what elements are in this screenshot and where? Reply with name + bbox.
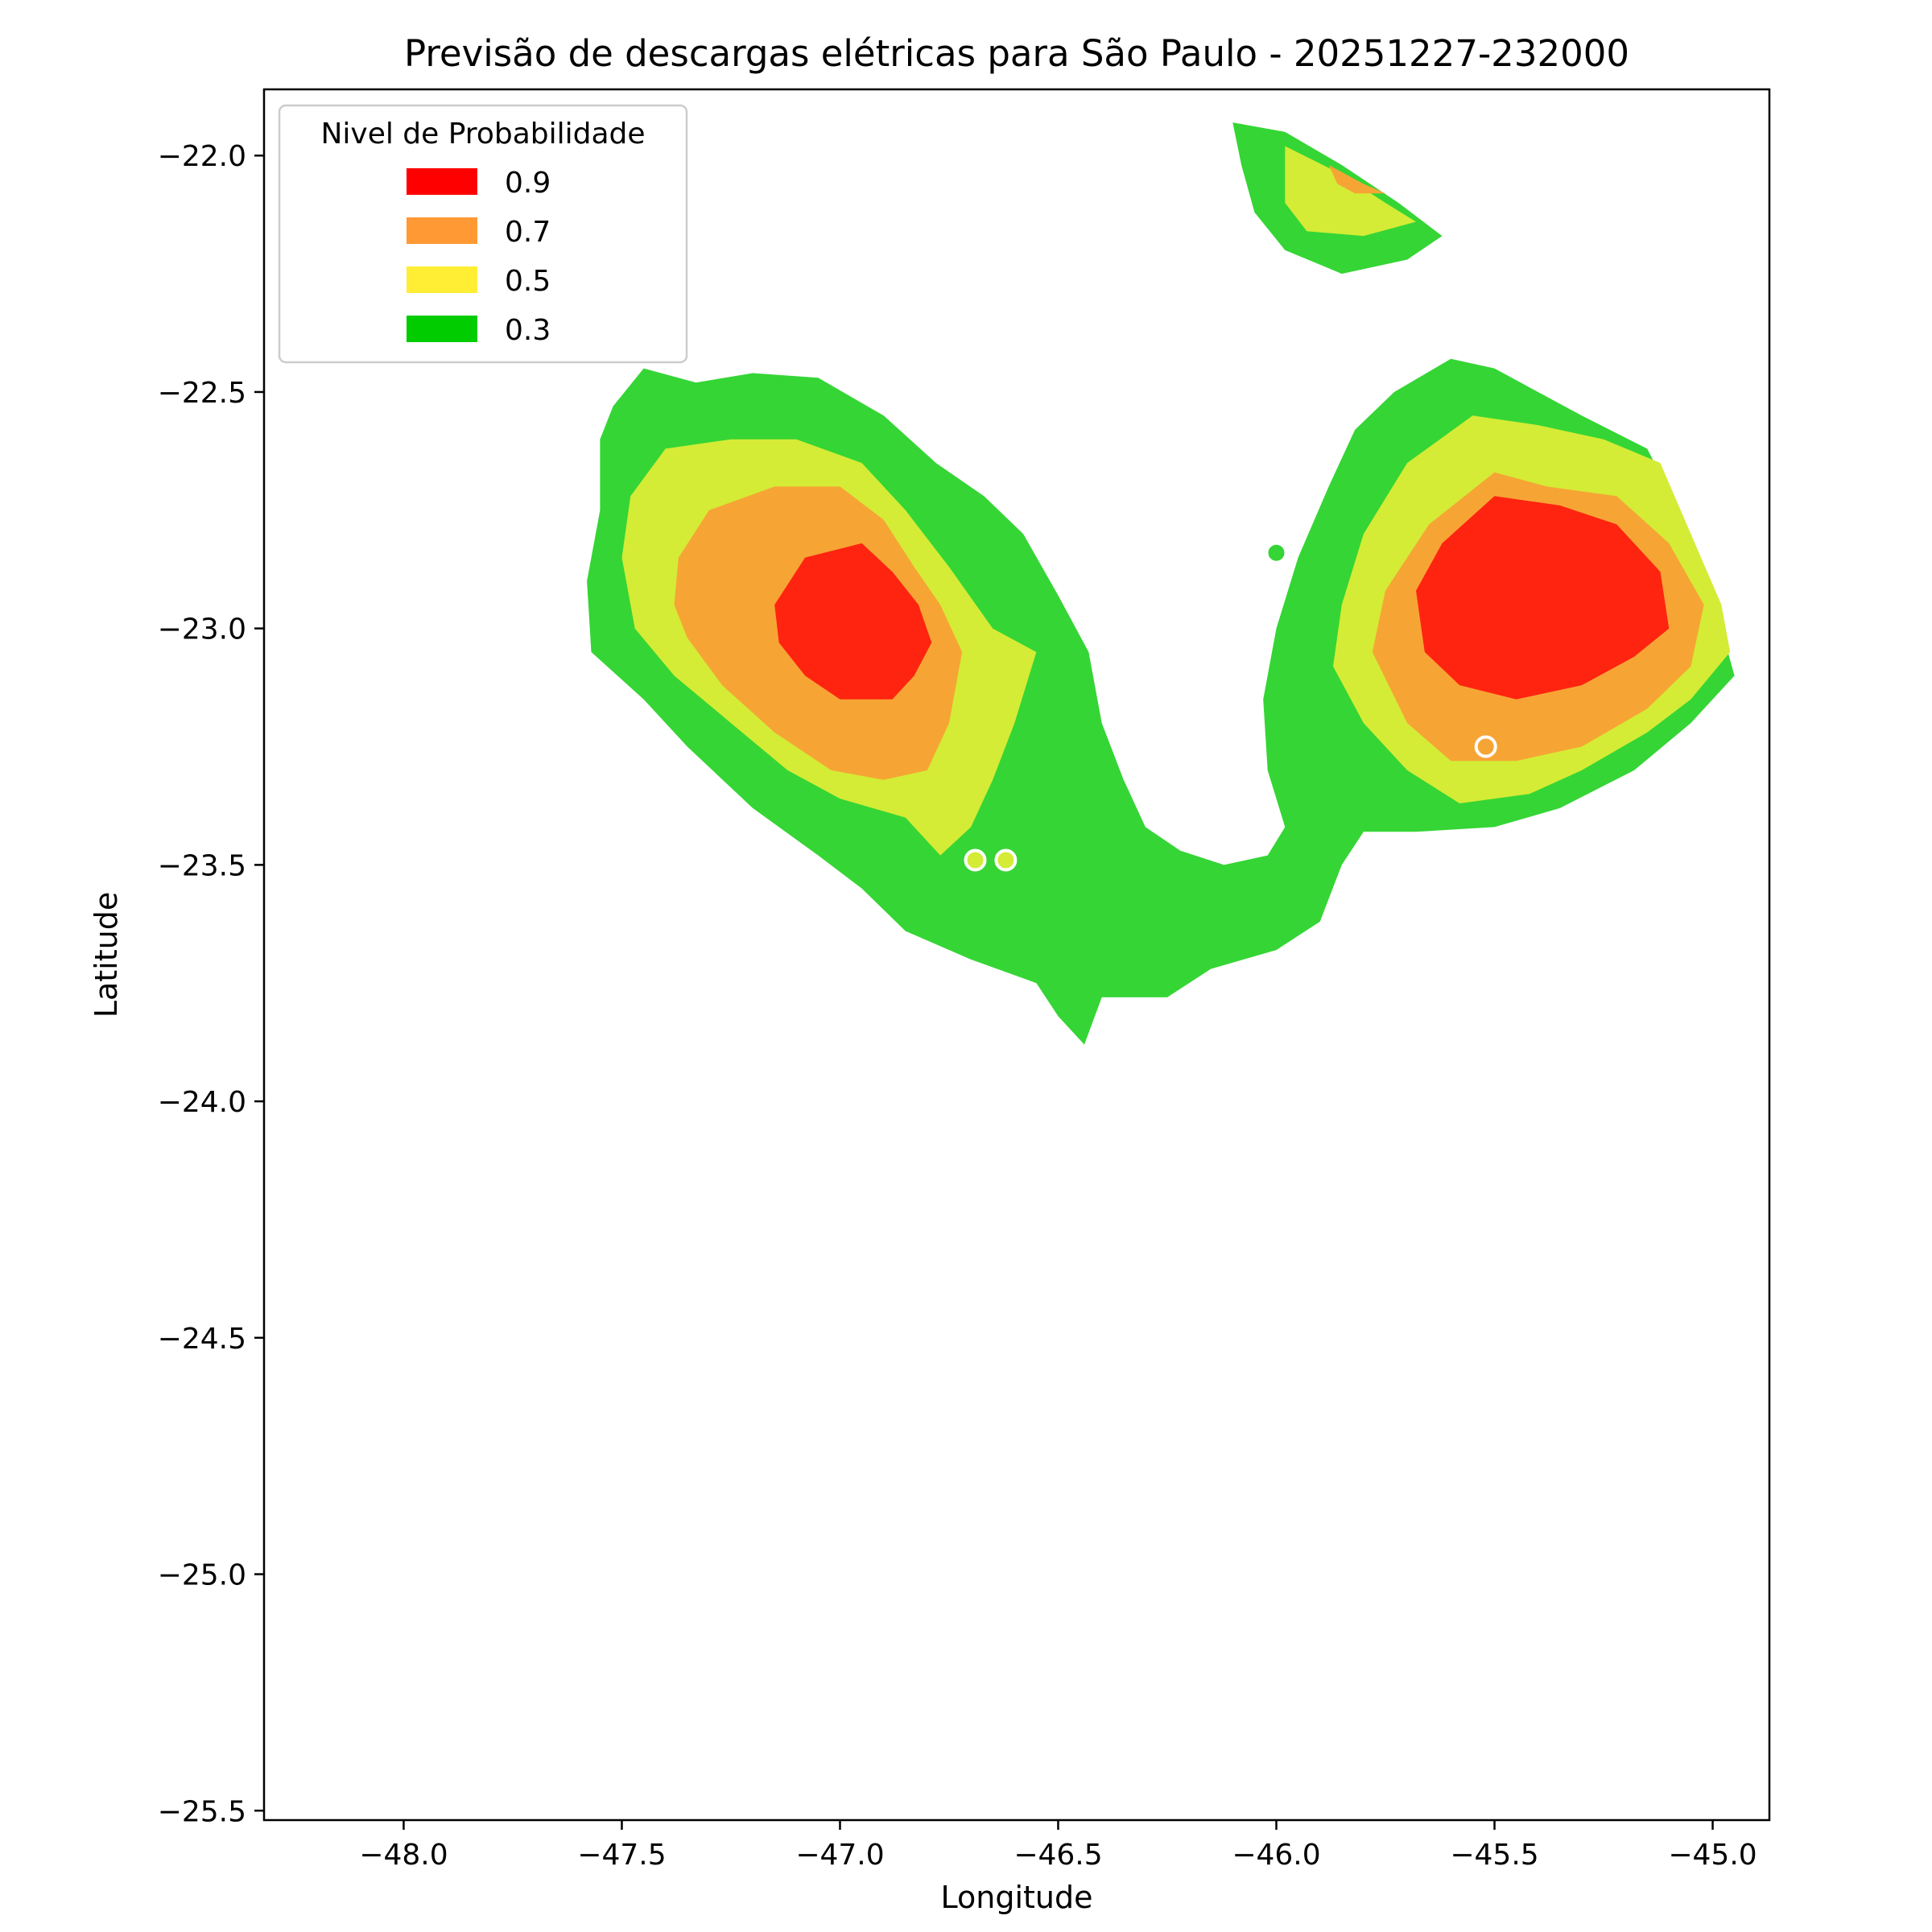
- east-cell: [1333, 415, 1731, 803]
- west-cell-level-09: [774, 543, 932, 700]
- x-tick-label: −46.0: [1232, 1839, 1320, 1872]
- y-tick-label: −22.0: [158, 140, 246, 173]
- x-tick-label: −45.5: [1450, 1839, 1538, 1872]
- x-tick-label: −47.5: [577, 1839, 666, 1872]
- y-tick-label: −23.5: [158, 849, 246, 882]
- green-dot: [1265, 541, 1288, 564]
- legend-box: [278, 104, 688, 364]
- y-tick-label: −24.0: [158, 1086, 246, 1119]
- chart-title: Previsão de descargas elétricas para São…: [404, 32, 1629, 75]
- yellow-dot-1: [964, 848, 987, 872]
- x-tick-label: −46.5: [1013, 1839, 1102, 1872]
- legend-label: 0.5: [505, 265, 551, 298]
- contour-fills: [587, 122, 1735, 1045]
- legend-swatch: [407, 266, 477, 293]
- y-tick-label: −25.5: [158, 1795, 246, 1828]
- legend-swatch: [407, 217, 477, 244]
- legend: Nivel de Probabilidade 0.9 0.7 0.5 0.3: [278, 104, 688, 364]
- east-cell-level-09: [1416, 496, 1670, 700]
- x-axis-ticks: −48.0 −47.5 −47.0 −46.5 −46.0 −45.5 −45.0: [359, 1820, 1757, 1872]
- y-tick-label: −25.0: [158, 1559, 246, 1592]
- legend-label: 0.9: [505, 167, 551, 200]
- data-markers: [964, 541, 1497, 872]
- legend-swatch: [407, 316, 477, 342]
- x-axis-label: Longitude: [941, 1880, 1093, 1915]
- north-cell-level-05: [1285, 146, 1416, 237]
- orange-dot: [1474, 735, 1497, 758]
- legend-entries: 0.9 0.7 0.5 0.3: [407, 167, 551, 347]
- legend-label: 0.7: [505, 216, 551, 249]
- legend-title: Nivel de Probabilidade: [320, 118, 645, 151]
- north-cell: [1232, 122, 1443, 275]
- x-tick-label: −48.0: [359, 1839, 448, 1872]
- y-tick-label: −22.5: [158, 377, 246, 410]
- legend-label: 0.3: [505, 314, 551, 347]
- y-axis-label: Latitude: [89, 892, 124, 1018]
- y-axis-ticks: −22.0 −22.5 −23.0 −23.5 −24.0 −24.5 −25.0 −25.5: [158, 140, 264, 1828]
- north-cell-level-07: [1328, 165, 1385, 194]
- legend-swatch: [407, 168, 477, 195]
- y-tick-label: −24.5: [158, 1323, 246, 1356]
- x-tick-label: −45.0: [1668, 1839, 1757, 1872]
- x-tick-label: −47.0: [795, 1839, 884, 1872]
- plot-frame: [262, 88, 1771, 1822]
- y-tick-label: −23.0: [158, 613, 246, 646]
- yellow-dot-2: [994, 848, 1018, 872]
